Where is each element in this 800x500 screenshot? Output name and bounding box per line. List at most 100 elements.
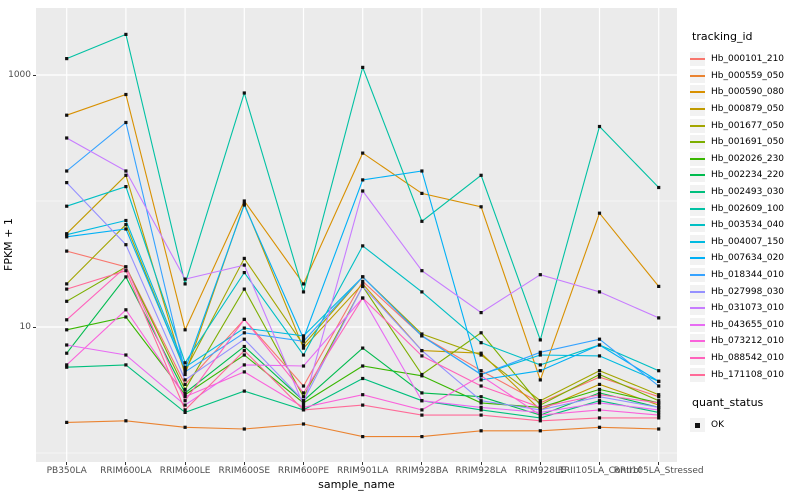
data-point — [124, 308, 128, 312]
legend-entry-label: Hb_073212_010 — [711, 336, 785, 347]
data-point — [479, 399, 483, 403]
data-point — [183, 410, 187, 414]
x-tick-label: RRIM901LA — [336, 466, 389, 476]
legend-entry: Hb_000590_080 — [690, 84, 800, 101]
data-point — [538, 408, 542, 412]
line-key-icon — [690, 68, 705, 83]
data-point — [420, 413, 424, 417]
data-point — [597, 124, 602, 129]
data-point — [597, 425, 602, 429]
data-point — [242, 349, 246, 353]
y-tick-mark — [33, 326, 36, 328]
line-key-icon — [690, 102, 705, 117]
data-point — [65, 328, 69, 332]
data-point — [183, 391, 187, 395]
plot-panel — [36, 8, 677, 462]
data-point — [183, 387, 187, 391]
data-point — [479, 384, 483, 388]
legend-entry: OK — [690, 417, 800, 434]
data-point — [361, 275, 365, 279]
data-point — [183, 425, 187, 429]
data-point — [301, 384, 306, 388]
legend-entry: Hb_002026_230 — [690, 151, 800, 168]
x-tick-mark — [243, 462, 245, 465]
legend-entry-label: Hb_002026_230 — [711, 153, 785, 164]
data-point — [65, 113, 69, 117]
data-point — [301, 290, 306, 294]
data-point — [242, 353, 246, 357]
legend-entry: Hb_002609_100 — [690, 200, 800, 217]
y-tick-label: 10 — [19, 322, 31, 332]
data-point — [597, 399, 602, 403]
data-point — [124, 92, 128, 97]
line-key-icon — [690, 135, 705, 150]
data-point — [124, 223, 128, 227]
data-point — [183, 328, 187, 332]
legend-entry: Hb_000879_050 — [690, 101, 800, 118]
legend-entry-label: Hb_002234_220 — [711, 170, 785, 181]
legend-entry: Hb_001691_050 — [690, 134, 800, 151]
data-point — [183, 370, 187, 374]
legend-entry: Hb_088542_010 — [690, 350, 800, 367]
legend-entries: Hb_000101_210 Hb_000559_050 Hb_000590_080 H… — [690, 51, 800, 383]
data-point — [124, 243, 128, 247]
data-point — [361, 284, 365, 288]
data-point — [657, 316, 661, 320]
data-point — [538, 353, 542, 357]
data-point — [657, 395, 661, 399]
data-point — [242, 326, 246, 330]
legend-entry-label: Hb_171108_010 — [711, 369, 785, 380]
data-point — [538, 413, 542, 417]
data-point — [538, 369, 542, 373]
data-point — [361, 244, 365, 248]
data-point — [479, 408, 483, 412]
line-key-icon — [690, 284, 705, 299]
data-point — [361, 282, 365, 286]
x-tick-mark — [539, 462, 541, 465]
data-point — [479, 311, 483, 315]
legend-entry-label: Hb_000559_050 — [711, 70, 785, 81]
data-point — [597, 211, 602, 215]
data-point — [242, 363, 246, 367]
data-point — [183, 365, 187, 369]
legend-entry-label: Hb_003534_040 — [711, 220, 785, 231]
data-point — [242, 337, 246, 341]
data-point — [361, 65, 365, 69]
data-point — [65, 235, 69, 239]
line-key-icon — [690, 350, 705, 365]
data-point — [65, 343, 69, 347]
legend-entry: Hb_043655_010 — [690, 317, 800, 334]
data-point — [420, 374, 424, 378]
point-key-icon — [690, 418, 705, 433]
x-tick-label: RRII105LA_Control — [557, 466, 642, 476]
line-key-icon — [690, 334, 705, 349]
legend-entry: Hb_018344_010 — [690, 267, 800, 284]
line-key-icon — [690, 118, 705, 133]
x-axis-title: sample_name — [318, 478, 395, 491]
line-key-icon — [690, 185, 705, 200]
legend-entry: Hb_001677_050 — [690, 117, 800, 134]
data-point — [657, 384, 661, 388]
legend-entry-label: Hb_088542_010 — [711, 352, 785, 363]
data-point — [657, 284, 661, 288]
x-tick-label: RRII105LA_Stressed — [613, 466, 704, 476]
data-point — [301, 336, 306, 341]
data-point — [124, 185, 128, 189]
data-point — [301, 353, 306, 357]
data-point — [183, 378, 187, 382]
x-tick-label: RRIM600LA — [100, 466, 152, 476]
legend-title: tracking_id — [692, 30, 753, 43]
legend-entry-label: Hb_002609_100 — [711, 203, 785, 214]
data-point — [183, 395, 187, 399]
legend-entry-label: Hb_018344_010 — [711, 270, 785, 281]
data-point — [597, 290, 602, 294]
data-point — [301, 334, 306, 338]
data-point — [538, 378, 542, 382]
data-point — [65, 204, 69, 208]
data-point — [597, 393, 602, 397]
legend-entry: Hb_027998_030 — [690, 283, 800, 300]
data-point — [538, 410, 542, 414]
data-point — [420, 290, 424, 294]
data-point — [538, 338, 542, 342]
